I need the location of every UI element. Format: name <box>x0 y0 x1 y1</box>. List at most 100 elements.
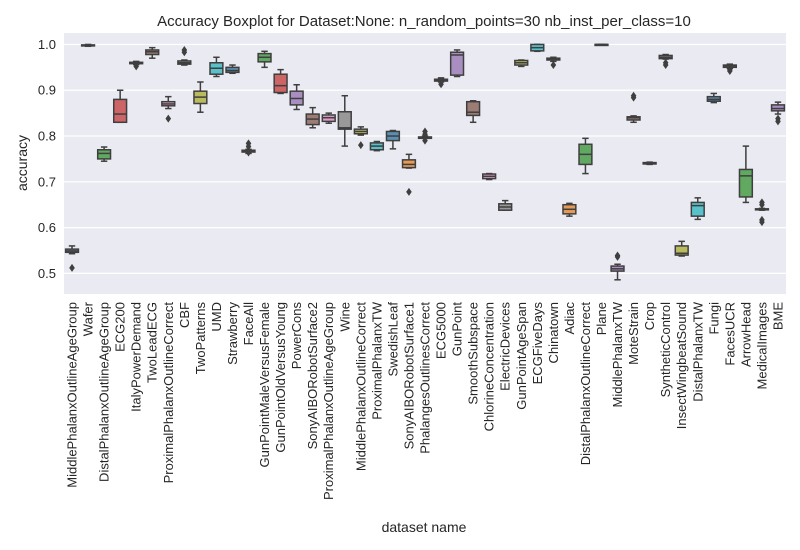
box-iqr <box>690 201 705 217</box>
x-tick-label: Crop <box>642 302 657 330</box>
y-tick-label: 0.9 <box>38 83 56 98</box>
x-tick-label: GunPointMaleVersusFemale <box>257 302 272 467</box>
outlier-point <box>438 80 444 89</box>
box-36 <box>642 161 657 166</box>
x-tick-label: Wafer <box>81 301 96 336</box>
x-tick-label: SonyAIBORobotSurface2 <box>305 302 320 449</box>
box-19 <box>369 140 385 152</box>
box-38 <box>674 240 689 257</box>
x-tick-label: UMD <box>209 302 224 332</box>
outlier-point <box>614 252 621 261</box>
x-tick-label: ElectricDevices <box>498 302 513 391</box>
grid-lines <box>64 43 786 274</box>
x-tick-label: DistalPhalanxTW <box>690 301 705 401</box>
box-33 <box>594 43 609 47</box>
x-tick-label: ECG5000 <box>434 302 449 359</box>
outlier-point <box>245 148 252 157</box>
box-18 <box>353 126 368 150</box>
boxes-group <box>64 43 786 281</box>
box-32 <box>578 137 593 175</box>
box-3 <box>112 89 128 124</box>
outlier-point <box>69 263 75 272</box>
y-tick-label: 1.0 <box>38 37 56 52</box>
y-axis-label: accuracy <box>14 135 30 191</box>
x-tick-label: MoteStrain <box>626 302 641 365</box>
x-tick-label: ECGFiveDays <box>530 302 545 385</box>
y-tick-label: 0.8 <box>38 129 56 144</box>
box-30 <box>546 56 561 70</box>
x-tick-label: SwedishLeaf <box>385 302 400 377</box>
chart-title: Accuracy Boxplot for Dataset:None: n_ran… <box>157 13 691 30</box>
box-24 <box>449 49 465 78</box>
x-tick-label: ArrowHead <box>738 302 753 367</box>
x-tick-label: SmoothSubspace <box>466 302 481 405</box>
x-tick-label: BME <box>770 302 785 331</box>
box-10 <box>225 64 240 75</box>
box-22 <box>417 127 433 145</box>
x-tick-label: Chinatown <box>546 302 561 363</box>
box-4 <box>129 60 144 71</box>
y-tick-label: 0.5 <box>38 266 56 281</box>
box-iqr <box>337 111 352 130</box>
x-tick-label: ProximalPhalanxTW <box>369 301 384 419</box>
x-axis-label: dataset name <box>382 519 467 535</box>
x-tick-label: MiddlePhalanxOutlineCorrect <box>353 302 368 471</box>
x-tick-label: MiddlePhalanxOutlineAgeGroup <box>65 302 80 488</box>
x-tick-label: ProximalPhalanxOutlineAgeGroup <box>321 302 336 500</box>
box-21 <box>401 153 417 196</box>
box-7 <box>177 45 192 66</box>
x-tick-label: FacesUCR <box>722 302 737 366</box>
x-tick-label: CBF <box>177 302 192 328</box>
box-2 <box>96 146 112 162</box>
y-tick-label: 0.6 <box>38 220 56 235</box>
box-15 <box>305 106 320 129</box>
x-tick-label: GunPointOldVersusYoung <box>273 302 288 453</box>
box-42 <box>738 145 754 204</box>
box-12 <box>257 50 272 69</box>
x-tick-label: Plane <box>594 302 609 335</box>
y-tick-labels: 0.5 0.6 0.7 0.8 0.9 1.0 <box>38 37 56 281</box>
outlier-point <box>358 141 364 150</box>
x-tick-label: TwoPatterns <box>193 302 208 375</box>
box-23 <box>433 77 449 89</box>
x-tick-label: GunPointAgeSpan <box>514 302 529 410</box>
box-26 <box>482 172 497 181</box>
box-40 <box>706 92 721 104</box>
outlier-point <box>245 142 252 151</box>
x-tick-label: SyntheticControl <box>658 302 673 397</box>
outlier-point <box>759 200 765 209</box>
box-31 <box>562 202 577 217</box>
outlier-point <box>550 61 557 70</box>
x-tick-label: PhalangesOutlinesCorrect <box>418 302 433 454</box>
box-1 <box>80 43 96 48</box>
x-tick-label: GunPoint <box>450 302 465 357</box>
outlier-point <box>422 136 428 145</box>
box-iqr <box>465 100 481 117</box>
outlier-point <box>662 61 669 70</box>
outlier-point <box>133 62 139 71</box>
box-13 <box>273 68 288 95</box>
outlier-point <box>727 67 733 76</box>
x-tick-label: Adiac <box>562 302 577 335</box>
x-tick-labels: MiddlePhalanxOutlineAgeGroup Wafer DistalP… <box>65 301 786 500</box>
x-tick-label: ECG200 <box>113 302 128 352</box>
box-27 <box>498 199 513 211</box>
x-tick-label: Wine <box>337 302 352 332</box>
box-20 <box>385 129 401 150</box>
box-iqr <box>674 245 689 256</box>
y-tick-label: 0.7 <box>38 174 56 189</box>
x-tick-label: SonyAIBORobotSurface1 <box>401 302 416 449</box>
x-tick-label: Strawberry <box>225 302 240 365</box>
box-29 <box>530 43 545 53</box>
box-11 <box>241 139 256 157</box>
box-iqr <box>738 168 754 198</box>
x-tick-label: PowerCons <box>289 302 304 370</box>
outlier-point <box>775 117 781 126</box>
outlier-point <box>630 93 637 102</box>
box-iqr <box>96 149 112 160</box>
box-iqr <box>112 98 128 124</box>
x-tick-label: FaceAll <box>241 302 256 345</box>
x-tick-label: MiddlePhalanxTW <box>610 301 625 407</box>
